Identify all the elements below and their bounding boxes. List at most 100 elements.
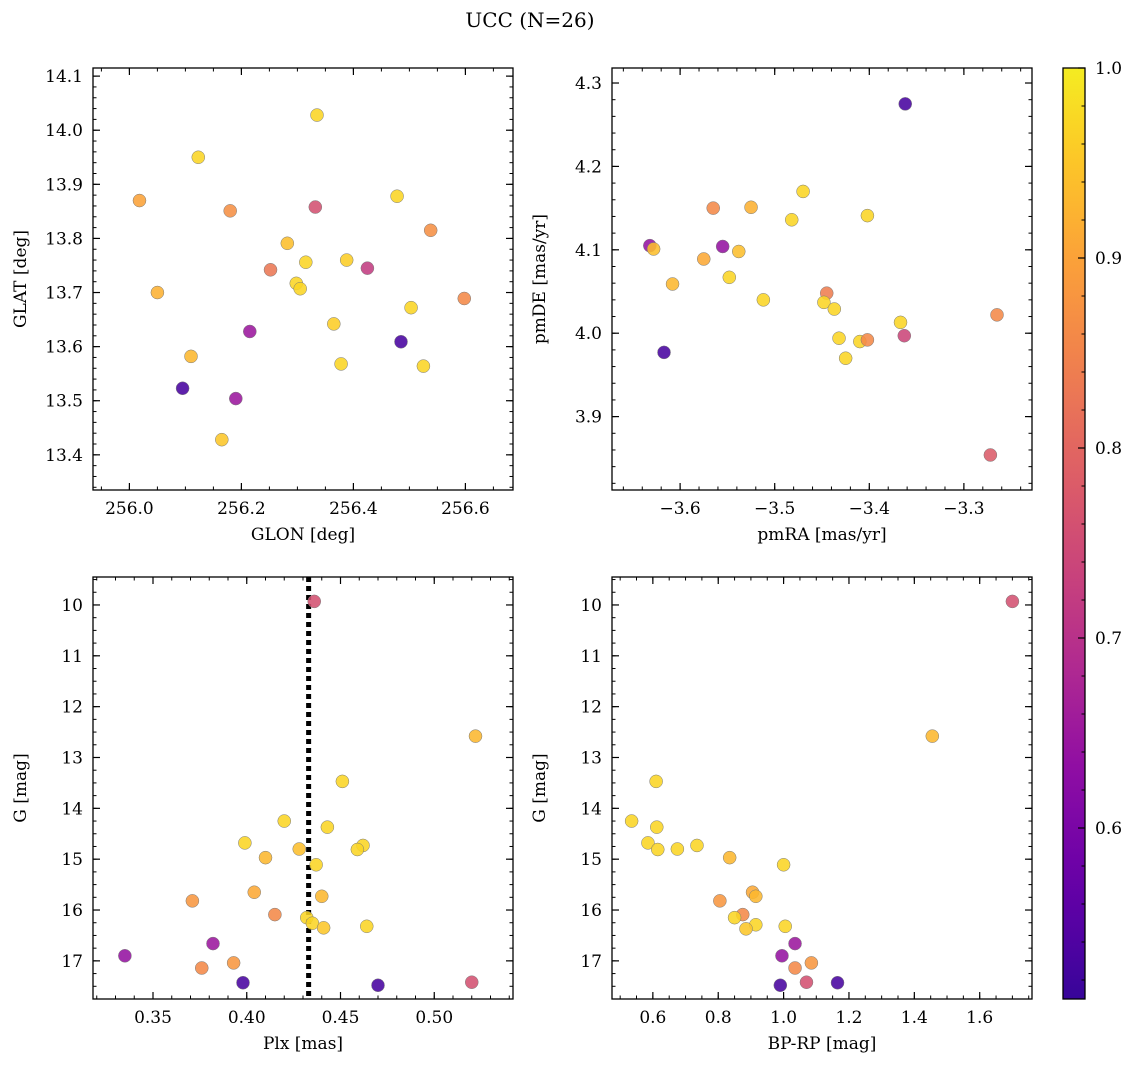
y-tick-label: 17: [580, 952, 602, 972]
data-point: [299, 255, 313, 269]
data-point: [641, 836, 655, 850]
data-point: [670, 842, 685, 856]
data-point: [404, 300, 418, 315]
x-tick-label: 0.6: [639, 1008, 666, 1028]
data-point: [416, 359, 431, 373]
axes-frame: [92, 67, 514, 491]
colorbar-frame: [1062, 67, 1086, 1000]
y-tick-label: 17: [61, 952, 83, 972]
panel-4: 0.6 0.8 1.0 1.2 1.4 1.6 10 11 12 13 14 15 16 17 BP-RP …: [530, 576, 1033, 1054]
data-point: [897, 328, 912, 343]
data-point: [320, 820, 335, 834]
data-point: [371, 978, 385, 993]
y-tick-label: 14.1: [45, 67, 83, 87]
data-point: [651, 842, 665, 857]
data-point: [309, 858, 323, 872]
panel-2: −3.6 −3.5 −3.4 −3.3 3.9 4.0 4.1 4.2 4.3 pmRA [mas…: [530, 67, 1033, 545]
axes-frame: [92, 576, 514, 1000]
y-tick-label: 11: [580, 647, 602, 667]
data-point: [215, 432, 229, 447]
x-tick-label: 0.50: [415, 1008, 453, 1028]
x-tick-label: 256.0: [105, 499, 154, 519]
colorbar-tick-label: 0.7: [1095, 629, 1122, 649]
panel-1: 256.0 256.2 256.4 256.6 13.4 13.5 13.6 13.7 13.8…: [11, 67, 514, 545]
data-point: [360, 919, 374, 934]
data-point: [727, 910, 742, 925]
colorbar: 0.6 0.7 0.8 0.9 1.0: [1062, 59, 1122, 1000]
colorbar-tick-label: 0.6: [1095, 819, 1122, 839]
data-point: [830, 975, 845, 990]
y-axis-label: pmDE [mas/yr]: [530, 214, 550, 344]
colorbar-tick-label: 0.8: [1095, 439, 1122, 459]
data-point: [925, 729, 940, 743]
data-point: [775, 949, 789, 963]
data-point: [799, 975, 814, 989]
data-point: [665, 277, 680, 291]
x-axis-label: BP-RP [mag]: [768, 1034, 877, 1054]
data-point: [268, 907, 282, 922]
y-tick-label: 10: [580, 596, 602, 616]
data-point: [860, 208, 875, 223]
x-tick-label: −3.3: [943, 499, 984, 519]
data-point: [650, 820, 664, 834]
data-point: [339, 253, 354, 267]
y-tick-label: 4.0: [575, 324, 602, 344]
y-axis-label: GLAT [deg]: [11, 230, 31, 328]
data-point: [860, 333, 875, 347]
y-tick-label: 16: [61, 901, 83, 921]
data-point: [744, 200, 758, 215]
y-tick-label: 16: [580, 901, 602, 921]
y-tick-label: 13.4: [45, 446, 83, 466]
x-tick-label: 256.6: [441, 499, 490, 519]
data-point: [150, 285, 165, 300]
y-tick-label: 12: [61, 698, 83, 718]
x-tick-label: 1.4: [901, 1008, 928, 1028]
data-point: [390, 189, 404, 203]
data-point: [832, 331, 846, 345]
data-point: [722, 270, 737, 285]
colorbar-tick-label: 0.9: [1095, 249, 1122, 269]
x-tick-label: 0.40: [228, 1008, 266, 1028]
y-tick-label: 10: [61, 596, 83, 616]
y-tick-label: 11: [61, 647, 83, 667]
data-point: [827, 302, 842, 316]
y-tick-label: 14: [61, 799, 83, 819]
data-point: [223, 204, 237, 218]
y-tick-label: 14: [580, 799, 602, 819]
y-tick-label: 12: [580, 698, 602, 718]
data-point: [118, 949, 132, 963]
scatter-panels: 256.0 256.2 256.4 256.6 13.4 13.5 13.6 13.7 13.8…: [11, 67, 1033, 1054]
data-point: [226, 956, 241, 970]
colorbar-gradient: [1063, 68, 1085, 999]
x-tick-label: −3.5: [754, 499, 795, 519]
data-point: [646, 242, 661, 256]
data-point: [195, 961, 209, 975]
data-point: [739, 922, 753, 936]
y-tick-label: 13: [61, 748, 83, 768]
data-point: [316, 921, 331, 935]
data-point: [307, 594, 321, 609]
data-point: [706, 201, 720, 215]
x-tick-label: 256.2: [217, 499, 266, 519]
data-point: [465, 975, 479, 989]
data-point: [796, 184, 810, 199]
data-point: [756, 293, 771, 307]
x-axis-label: pmRA [mas/yr]: [757, 525, 886, 545]
y-tick-label: 4.3: [575, 74, 602, 94]
data-point: [258, 850, 273, 865]
y-tick-label: 15: [61, 850, 83, 870]
data-point: [263, 263, 278, 277]
data-point: [243, 324, 257, 339]
data-point: [293, 281, 307, 296]
x-tick-label: 1.6: [966, 1008, 993, 1028]
axes-frame: [611, 67, 1033, 491]
data-point: [624, 814, 639, 828]
data-point: [778, 919, 792, 934]
data-point: [838, 351, 853, 365]
data-point: [990, 308, 1004, 322]
data-point: [132, 193, 147, 208]
data-point: [310, 108, 324, 122]
y-axis-label: G [mag]: [11, 753, 31, 822]
data-point: [350, 842, 365, 857]
